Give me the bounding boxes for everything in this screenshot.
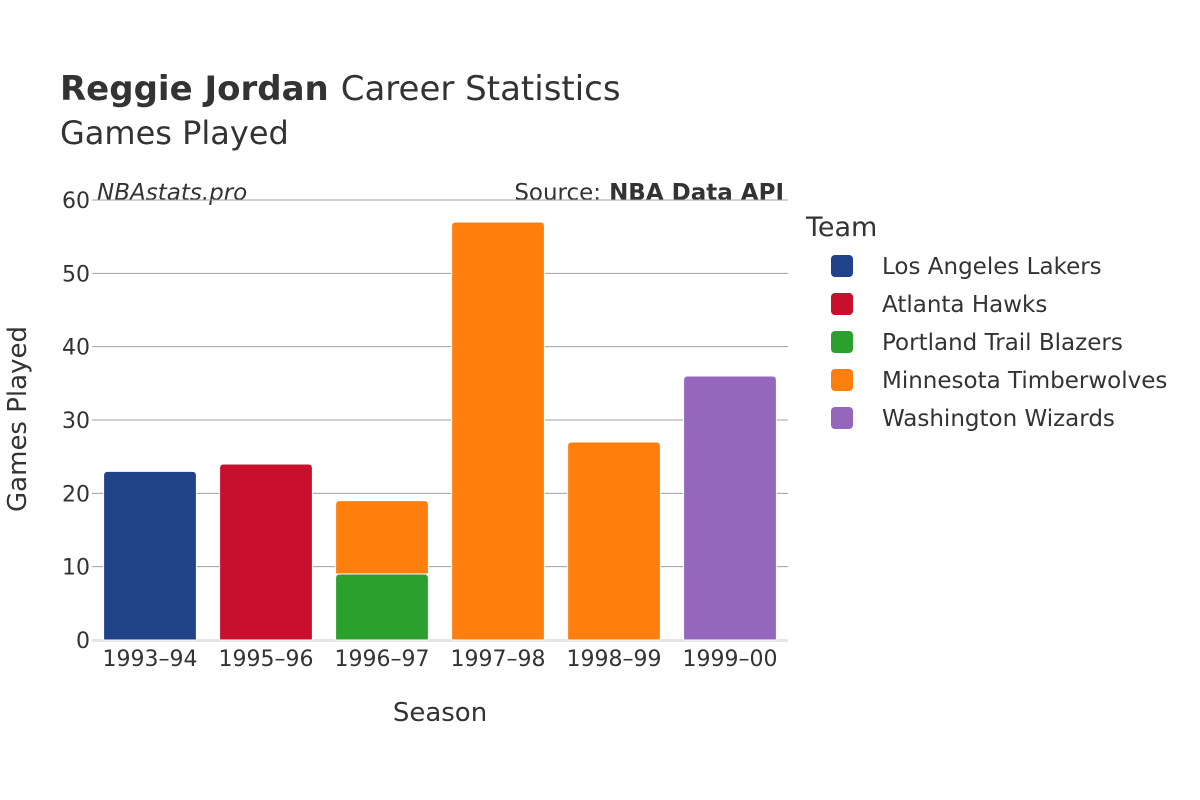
legend-swatch [831,407,853,429]
x-tick-label: 1998–99 [567,647,662,672]
legend-label: Portland Trail Blazers [882,330,1123,356]
chart-title: Reggie Jordan Career Statistics [60,69,621,109]
legend-item[interactable]: Portland Trail Blazers [831,330,1123,356]
x-tick-label: 1997–98 [451,647,546,672]
legend-label: Minnesota Timberwolves [882,368,1167,394]
legend-label: Los Angeles Lakers [882,254,1102,280]
gridlines [92,199,788,642]
chart-title-rest: Career Statistics [341,69,621,109]
legend-label: Washington Wizards [882,406,1115,432]
bar-minnesota-timberwolves [567,441,661,641]
bar-washington-wizards [683,375,777,641]
bar-minnesota-timberwolves [451,221,545,641]
x-tick-label: 1999–00 [683,647,778,672]
x-tick-label: 1993–94 [103,647,198,672]
legend-label: Atlanta Hawks [882,292,1047,318]
y-tick-label: 50 [62,262,90,287]
legend-item[interactable]: Minnesota Timberwolves [831,368,1167,394]
y-tick-label: 20 [62,482,90,507]
y-tick-labels: 0 10 20 30 40 50 60 [62,189,90,654]
x-tick-labels: 1993–94 1995–96 1996–97 1997–98 1998–99 1999–… [103,647,778,672]
legend-swatch [831,255,853,277]
bar-minnesota-timberwolves [335,500,429,575]
source-prefix: Source: [514,180,601,206]
bar-portland-trail-blazers [335,573,429,641]
legend-item[interactable]: Atlanta Hawks [831,292,1047,318]
bars [103,221,777,641]
legend-title: Team [805,212,877,243]
legend-swatch [831,369,853,391]
source-name: NBA Data API [609,180,784,206]
y-axis-title: Games Played [3,326,33,512]
y-tick-label: 10 [62,556,90,581]
bar-los-angeles-lakers [103,470,197,641]
x-axis-title: Season [393,698,487,728]
legend: Los Angeles Lakers Atlanta Hawks Portland … [831,254,1167,432]
chart-title-player: Reggie Jordan [60,69,329,109]
watermark: NBAstats.pro [97,180,247,206]
legend-item[interactable]: Los Angeles Lakers [831,254,1102,280]
legend-item[interactable]: Washington Wizards [831,406,1115,432]
legend-swatch [831,331,853,353]
y-tick-label: 30 [62,409,90,434]
chart-subtitle: Games Played [60,114,289,152]
y-tick-label: 60 [62,189,90,214]
y-tick-label: 40 [62,336,90,361]
x-tick-label: 1996–97 [335,647,430,672]
bar-atlanta-hawks [219,463,313,641]
x-tick-label: 1995–96 [219,647,314,672]
source-credit: Source: NBA Data API [514,180,784,206]
legend-swatch [831,293,853,315]
y-tick-label: 0 [76,629,90,654]
